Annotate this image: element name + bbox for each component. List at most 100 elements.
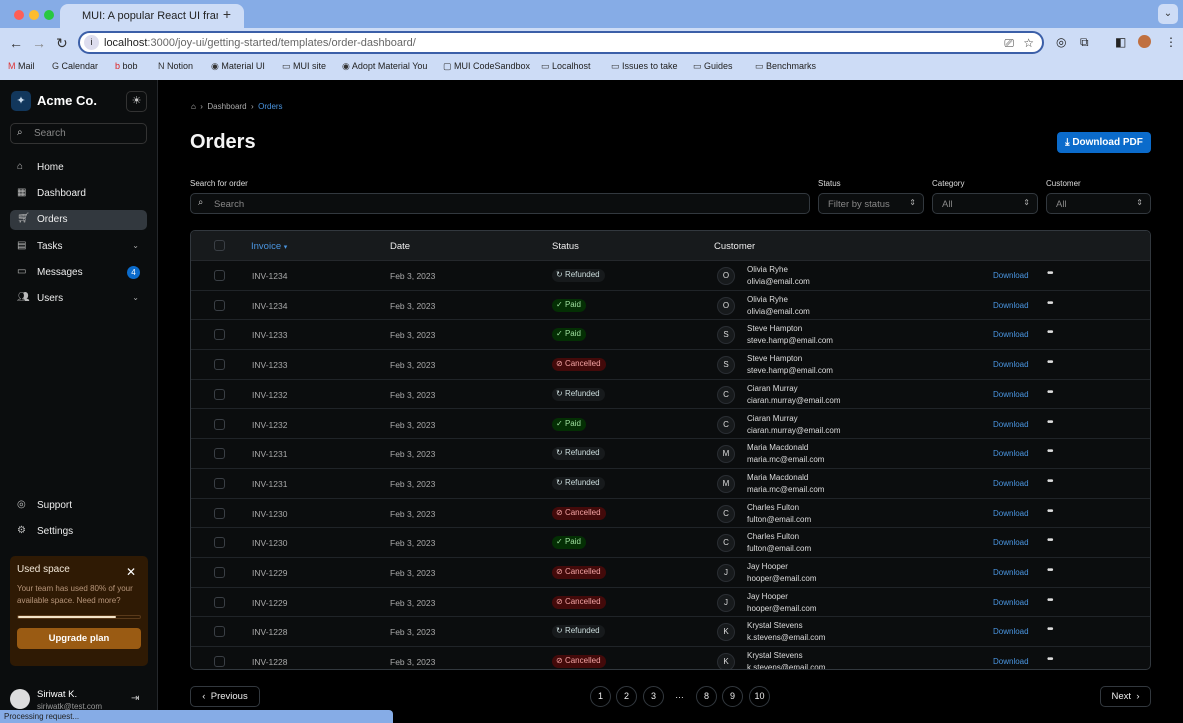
row-checkbox[interactable] [214, 477, 225, 489]
breadcrumb-dashboard[interactable]: Dashboard [207, 102, 247, 111]
download-link[interactable]: Download [993, 419, 1029, 429]
bookmark-item[interactable]: ▭ MUI site [282, 61, 326, 72]
row-checkbox[interactable] [214, 388, 225, 400]
sidebar-item-messages[interactable]: ▭ Messages 4 [10, 263, 147, 283]
more-options-icon[interactable]: ••• [1047, 268, 1053, 279]
close-window-button[interactable] [14, 10, 24, 20]
row-checkbox[interactable] [214, 448, 225, 460]
sidebar-item-orders[interactable]: 🛒︎ Orders [10, 210, 147, 230]
site-info-icon[interactable]: i [84, 35, 99, 50]
download-link[interactable]: Download [993, 330, 1029, 340]
row-checkbox[interactable] [214, 507, 225, 519]
browser-tab[interactable]: MUI: A popular React UI fram✕ [60, 4, 244, 30]
page-button-3[interactable]: 3 [643, 686, 664, 707]
status-select[interactable]: Filter by status ⇕ [818, 193, 924, 214]
row-checkbox[interactable] [214, 626, 225, 638]
page-button-2[interactable]: 2 [616, 686, 637, 707]
page-button-9[interactable]: 9 [722, 686, 743, 707]
download-link[interactable]: Download [993, 657, 1029, 667]
more-options-icon[interactable]: ••• [1047, 327, 1053, 339]
select-all-checkbox[interactable] [214, 240, 225, 251]
forward-icon[interactable]: → [32, 35, 46, 51]
more-options-icon[interactable]: ••• [1047, 297, 1053, 309]
row-checkbox[interactable] [214, 656, 225, 668]
row-checkbox[interactable] [214, 270, 225, 281]
bookmark-item[interactable]: M Mail [8, 61, 35, 71]
profile-avatar[interactable] [1138, 35, 1151, 48]
logout-icon[interactable]: ⇥ [131, 693, 140, 704]
download-link[interactable]: Download [993, 478, 1029, 488]
row-checkbox[interactable] [214, 418, 225, 430]
more-options-icon[interactable]: ••• [1047, 565, 1053, 576]
download-link[interactable]: Download [993, 271, 1029, 280]
customer-select[interactable]: All ⇕ [1046, 193, 1151, 214]
more-options-icon[interactable]: ••• [1047, 654, 1053, 666]
download-link[interactable]: Download [993, 538, 1029, 548]
reload-icon[interactable]: ↻ [56, 35, 68, 51]
sidebar-item-settings[interactable]: ⚙ Settings [10, 522, 147, 542]
install-icon[interactable]: ⎚ [1004, 36, 1014, 50]
extensions-puzzle-icon[interactable]: ⧉ [1080, 35, 1089, 49]
download-link[interactable]: Download [993, 360, 1029, 370]
chevron-down-icon[interactable]: ⌄ [132, 293, 139, 302]
sidebar-item-support[interactable]: ◎ Support [10, 496, 147, 516]
download-link[interactable]: Download [993, 568, 1029, 577]
row-checkbox[interactable] [214, 596, 225, 608]
page-button-8[interactable]: 8 [696, 686, 717, 707]
order-search-input[interactable]: ⌕ Search [190, 193, 810, 214]
side-panel-icon[interactable]: ◧ [1115, 35, 1127, 49]
more-options-icon[interactable]: ••• [1047, 416, 1053, 428]
download-link[interactable]: Download [993, 389, 1029, 399]
more-options-icon[interactable]: ••• [1047, 624, 1053, 636]
sidebar-item-users[interactable]: 👥︎ Users ⌄ [10, 289, 147, 309]
bookmark-star-icon[interactable]: ☆ [1023, 36, 1034, 50]
tab-search-button[interactable]: ⌄ [1158, 4, 1178, 24]
previous-page-button[interactable]: ‹ Previous [190, 686, 260, 707]
bookmark-item[interactable]: ◉ Adopt Material You [342, 61, 427, 72]
bookmark-item[interactable]: N Notion [158, 61, 193, 71]
download-link[interactable]: Download [993, 449, 1029, 459]
bookmark-item[interactable]: ▢ MUI CodeSandbox [443, 61, 530, 72]
home-icon[interactable]: ⌂ [191, 102, 196, 111]
new-tab-button[interactable]: + [218, 5, 236, 23]
row-checkbox[interactable] [214, 359, 225, 371]
sidebar-item-home[interactable]: ⌂ Home [10, 158, 147, 178]
download-link[interactable]: Download [993, 627, 1029, 637]
row-checkbox[interactable] [214, 567, 225, 578]
upgrade-plan-button[interactable]: Upgrade plan [17, 628, 141, 649]
close-icon[interactable]: ✕ [125, 565, 136, 579]
invoice-sort-header[interactable]: Invoice ▾ [251, 241, 287, 252]
next-page-button[interactable]: Next › [1100, 686, 1151, 707]
bookmark-item[interactable]: G Calendar [52, 61, 98, 71]
bookmark-item[interactable]: ▭ Guides [693, 61, 733, 72]
page-button-10[interactable]: 10 [749, 686, 770, 707]
row-checkbox[interactable] [214, 329, 225, 341]
back-icon[interactable]: ← [9, 35, 23, 51]
sidebar-search-input[interactable]: ⌕ Search [10, 123, 147, 144]
sidebar-item-dashboard[interactable]: ▦ Dashboard [10, 184, 147, 204]
theme-toggle-button[interactable]: ☀ [126, 91, 147, 112]
minimize-button[interactable] [29, 10, 39, 20]
more-options-icon[interactable]: ••• [1047, 446, 1053, 458]
browser-menu-icon[interactable]: ⋮ [1165, 35, 1177, 49]
download-link[interactable]: Download [993, 300, 1029, 310]
extension-icon[interactable]: ◎ [1056, 35, 1067, 49]
sidebar-item-tasks[interactable]: ▤ Tasks ⌄ [10, 237, 147, 257]
row-checkbox[interactable] [214, 537, 225, 549]
more-options-icon[interactable]: ••• [1047, 386, 1053, 398]
chevron-down-icon[interactable]: ⌄ [132, 241, 139, 250]
download-pdf-button[interactable]: ⤓ Download PDF [1057, 132, 1151, 153]
address-bar[interactable]: i localhost:3000/joy-ui/getting-started/t… [78, 31, 1044, 54]
row-checkbox[interactable] [214, 299, 225, 311]
page-button-1[interactable]: 1 [590, 686, 611, 707]
more-options-icon[interactable]: ••• [1047, 505, 1053, 517]
download-link[interactable]: Download [993, 597, 1029, 607]
bookmark-item[interactable]: b bob [115, 61, 138, 71]
more-options-icon[interactable]: ••• [1047, 535, 1053, 547]
category-select[interactable]: All ⇕ [932, 193, 1038, 214]
bookmark-item[interactable]: ▭ Benchmarks [755, 61, 816, 72]
more-options-icon[interactable]: ••• [1047, 357, 1053, 369]
bookmark-item[interactable]: ▭ Localhost [541, 61, 591, 72]
bookmark-item[interactable]: ▭ Issues to take [611, 61, 678, 72]
maximize-button[interactable] [44, 10, 54, 20]
